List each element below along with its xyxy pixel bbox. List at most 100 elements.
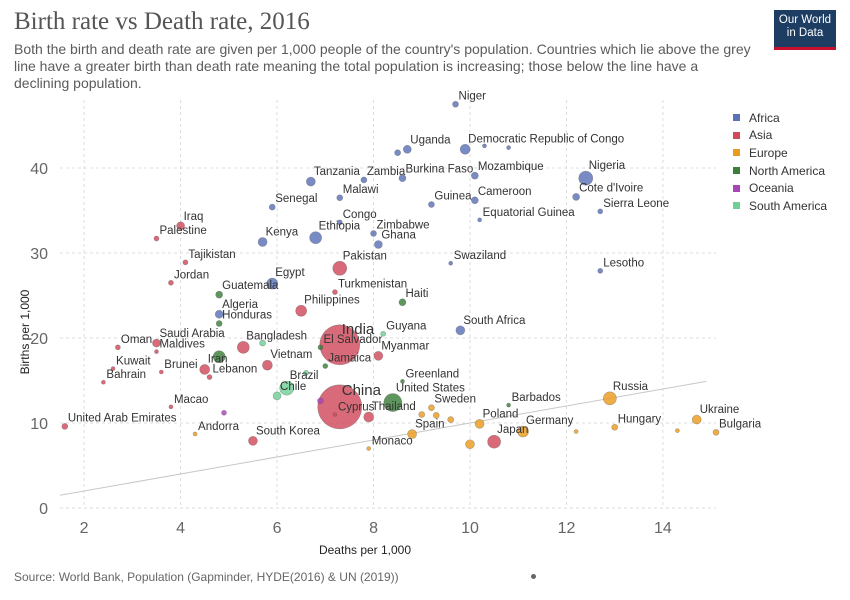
- data-point: [257, 237, 268, 247]
- point-label: Palestine: [159, 225, 206, 237]
- data-point: [380, 330, 386, 337]
- point-label: Monaco: [372, 436, 413, 448]
- point-label: Swaziland: [454, 250, 506, 262]
- data-point: [398, 298, 407, 307]
- data-point: [452, 100, 459, 108]
- point-label: Maldives: [159, 339, 205, 351]
- legend-label: Oceania: [749, 181, 794, 196]
- data-point: [279, 380, 295, 396]
- x-tick-label: 6: [273, 520, 282, 537]
- point-label: Oman: [121, 334, 152, 346]
- legend-label: North America: [749, 163, 826, 178]
- point-label: United Arab Emirates: [68, 412, 177, 424]
- data-point: [675, 428, 680, 433]
- legend-swatch: [733, 167, 740, 175]
- data-point: [363, 411, 375, 423]
- point-label: Congo: [343, 209, 377, 221]
- point-label: Egypt: [275, 267, 305, 279]
- data-point: [306, 176, 316, 187]
- legend: Africa Asia Europe North America Oceania Sout…: [733, 109, 827, 215]
- data-point: [199, 364, 211, 375]
- data-point: [418, 411, 426, 418]
- y-tick-label: 40: [30, 161, 48, 178]
- point-label: Cameroon: [478, 186, 532, 198]
- data-point: [158, 369, 164, 375]
- legend-swatch: [733, 114, 740, 122]
- legend-item[interactable]: Europe: [733, 144, 827, 162]
- data-point: [573, 429, 579, 434]
- point-label: Ethiopia: [319, 221, 361, 233]
- point-label: Democratic Republic of Congo: [468, 133, 624, 145]
- legend-item[interactable]: Oceania: [733, 179, 827, 197]
- data-point: [322, 363, 329, 369]
- data-point: [597, 268, 604, 274]
- data-point: [487, 434, 501, 449]
- point-label: India: [342, 321, 375, 338]
- legend-swatch: [733, 202, 740, 210]
- y-tick-label: 0: [39, 501, 48, 518]
- owid-logo[interactable]: Our World in Data: [774, 10, 836, 50]
- data-point: [268, 203, 276, 211]
- data-point: [182, 259, 189, 266]
- legend-item[interactable]: North America: [733, 162, 827, 180]
- data-point: [266, 277, 279, 290]
- chart-title: Birth rate vs Death rate, 2016: [14, 8, 310, 35]
- point-label: Nigeria: [589, 160, 626, 172]
- point-label: Poland: [483, 408, 519, 420]
- point-label: El Salvador: [323, 334, 382, 346]
- data-point: [248, 436, 258, 446]
- data-point: [221, 409, 227, 416]
- data-point: [153, 235, 160, 242]
- data-point: [428, 201, 435, 208]
- data-point: [447, 416, 455, 423]
- point-label: Chile: [280, 381, 306, 393]
- data-point: [309, 231, 322, 244]
- logo-line-1: Our World: [778, 14, 832, 26]
- point-label: Malawi: [343, 184, 379, 196]
- legend-label: Asia: [749, 128, 773, 143]
- data-point: [477, 217, 482, 223]
- data-point: [691, 414, 702, 425]
- data-point: [303, 370, 309, 376]
- x-tick-label: 14: [654, 520, 672, 537]
- y-tick-label: 10: [30, 416, 48, 433]
- data-point: [712, 429, 720, 436]
- legend-item[interactable]: Africa: [733, 109, 827, 127]
- legend-swatch: [733, 149, 740, 157]
- point-label: Lebanon: [213, 364, 258, 376]
- data-point: [215, 320, 223, 327]
- point-label: Algeria: [222, 299, 258, 311]
- data-point: [383, 393, 403, 412]
- point-label: Kenya: [266, 226, 299, 238]
- data-point: [597, 208, 604, 215]
- point-label: Barbados: [512, 392, 561, 404]
- point-label: Uganda: [410, 134, 451, 146]
- data-point: [471, 196, 479, 205]
- point-label: Zimbabwe: [377, 219, 430, 231]
- point-label: Bulgaria: [719, 418, 762, 430]
- data-point: [402, 145, 412, 154]
- data-point: [272, 391, 282, 401]
- legend-item[interactable]: South America: [733, 197, 827, 215]
- data-point: [373, 351, 384, 361]
- legend-swatch: [733, 184, 740, 192]
- data-point: [611, 423, 619, 431]
- point-label: Bangladesh: [246, 330, 307, 342]
- point-label: Brunei: [164, 359, 197, 371]
- data-point: [317, 397, 324, 405]
- point-label: Andorra: [198, 421, 240, 433]
- point-label: Lesotho: [603, 257, 644, 269]
- point-label: Kuwait: [116, 356, 151, 368]
- point-label: Thailand: [372, 401, 416, 413]
- legend-item[interactable]: Asia: [733, 127, 827, 145]
- point-label: Burkina Faso: [405, 164, 473, 176]
- chart-subtitle: Both the birth and death rate are given …: [14, 41, 751, 91]
- point-label: Saudi Arabia: [159, 328, 225, 340]
- data-point: [482, 143, 487, 149]
- data-point: [398, 174, 407, 182]
- point-label: Guatemala: [222, 280, 279, 292]
- data-point: [336, 194, 344, 202]
- point-label: Niger: [459, 90, 487, 102]
- data-point: [236, 341, 250, 354]
- point-label: Bahrain: [106, 369, 146, 381]
